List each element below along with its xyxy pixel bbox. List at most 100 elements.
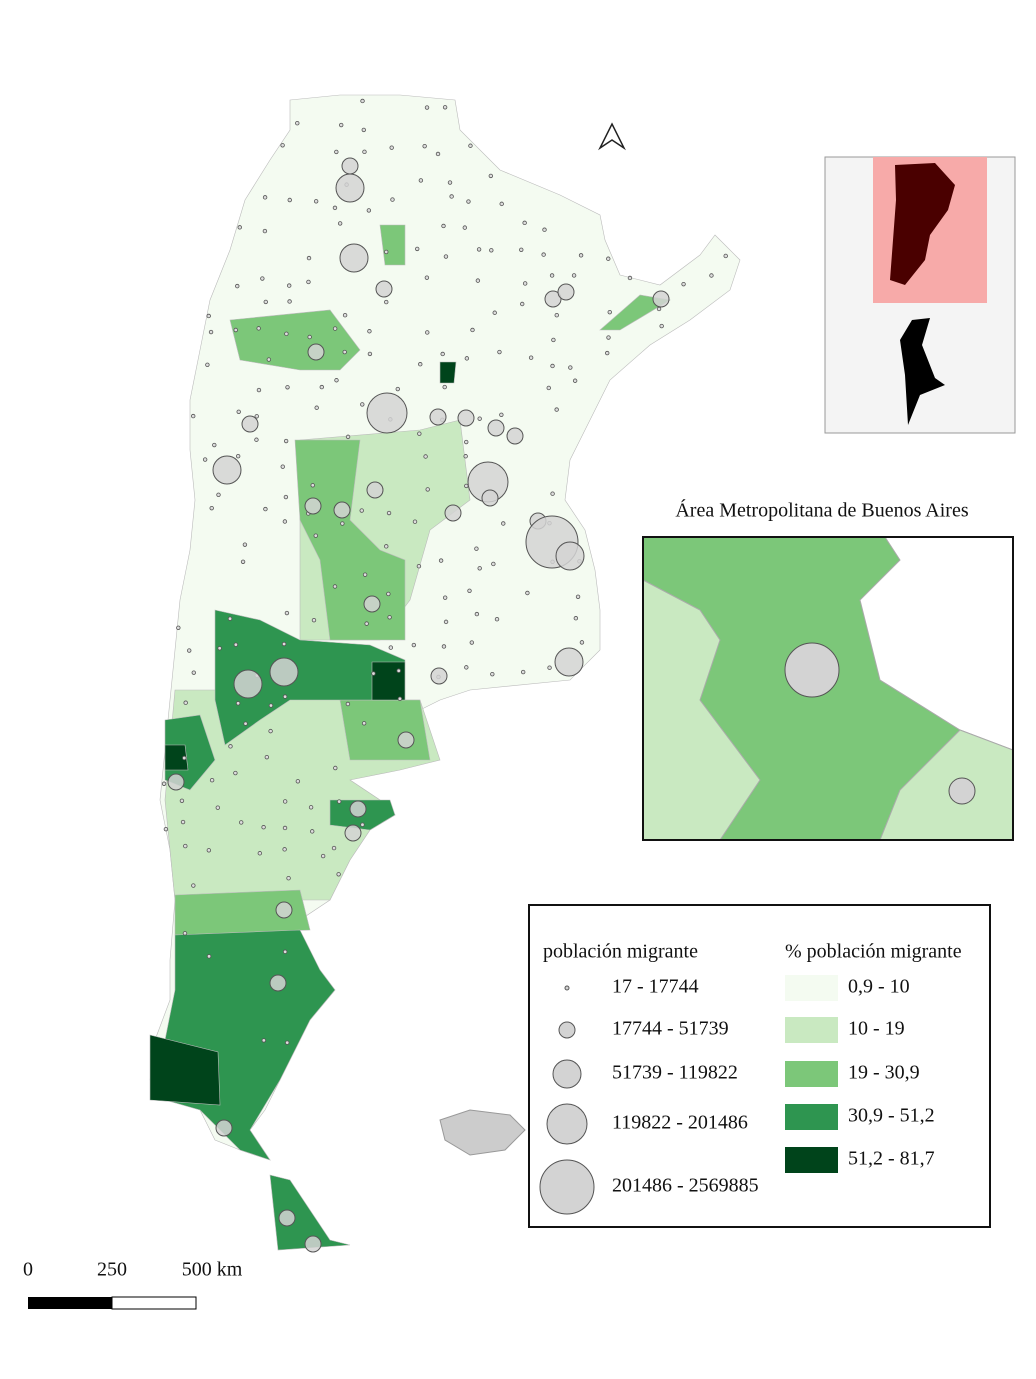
dot [308, 805, 314, 810]
dot [416, 564, 422, 569]
migrant-circle [429, 408, 447, 426]
dot [656, 306, 662, 312]
dot [233, 327, 238, 333]
dot [361, 127, 366, 133]
locator-country [890, 163, 955, 285]
dot [286, 875, 291, 881]
dot [606, 335, 611, 340]
dot [477, 416, 482, 421]
region [339, 699, 431, 761]
dot [215, 805, 220, 810]
dot [233, 770, 238, 776]
legend-size-label: 119822 - 201486 [612, 1112, 748, 1134]
legend-size-symbol [552, 1059, 582, 1089]
dot [520, 301, 525, 307]
dot [202, 457, 208, 462]
dot [295, 779, 301, 784]
dot [499, 201, 504, 207]
dot [285, 385, 290, 390]
dot [256, 326, 261, 331]
dot [474, 611, 480, 617]
dot [227, 616, 233, 621]
dot [367, 351, 373, 357]
dot [606, 256, 611, 261]
locator-inset [824, 156, 1016, 434]
migrant-circle [544, 290, 562, 308]
legend-size-label: 17 - 17744 [612, 976, 699, 998]
dot [417, 431, 422, 436]
dot [240, 559, 246, 564]
dot [332, 205, 338, 211]
dot [313, 533, 318, 538]
dot [264, 754, 270, 760]
dot [282, 694, 288, 699]
dot [681, 281, 686, 287]
migrant-circle [481, 489, 499, 507]
migrant-circle [554, 647, 584, 677]
dot [723, 253, 728, 259]
region [164, 744, 189, 771]
dot [228, 744, 233, 749]
dot [345, 434, 351, 440]
dot [310, 829, 315, 834]
dot [282, 847, 287, 852]
dot [295, 120, 300, 126]
dot [342, 349, 347, 355]
dot [441, 644, 447, 649]
country-map [149, 94, 741, 1253]
migrant-circle [275, 901, 293, 919]
dot [313, 199, 319, 204]
dot [464, 665, 469, 670]
dot [390, 197, 395, 202]
dot [522, 220, 527, 226]
dot [236, 409, 241, 415]
migrant-circle [344, 824, 362, 842]
migrant-circle [430, 667, 448, 685]
dot [337, 221, 343, 226]
dot [332, 584, 338, 589]
dot [235, 453, 241, 459]
dot [468, 143, 473, 148]
dot [263, 506, 268, 512]
migrant-circle [339, 243, 369, 273]
dot [262, 228, 268, 234]
dot [283, 494, 289, 500]
dot [254, 414, 259, 419]
dot [396, 668, 401, 673]
dot [366, 208, 372, 213]
dot [550, 363, 555, 369]
dot [280, 143, 285, 148]
dot [183, 843, 188, 849]
dot [361, 721, 367, 726]
dot [469, 640, 475, 645]
legend-color-title: % población migrante [785, 941, 962, 963]
dot [337, 799, 342, 804]
region [599, 294, 671, 331]
dot [176, 625, 181, 630]
dot [206, 313, 211, 319]
migrant-circle [307, 343, 325, 361]
migrant-circle [363, 595, 381, 613]
dot [418, 362, 423, 367]
dot [187, 648, 192, 653]
dot [360, 98, 365, 104]
dot [494, 616, 500, 622]
region [294, 439, 406, 641]
dot [554, 407, 559, 412]
dot [438, 558, 444, 563]
dot [477, 566, 482, 571]
dot [464, 483, 469, 489]
dot [449, 194, 454, 199]
dot [208, 329, 214, 335]
dot [474, 546, 479, 551]
dot [180, 819, 186, 825]
dot [541, 252, 546, 257]
legend-color-swatch [785, 1104, 838, 1130]
dot [268, 703, 274, 708]
legend-size-label: 17744 - 51739 [612, 1018, 729, 1040]
dot [260, 276, 265, 281]
migrant-circle [215, 1119, 233, 1137]
migrant-circle [269, 974, 287, 992]
legend-size-symbol [546, 1103, 588, 1145]
